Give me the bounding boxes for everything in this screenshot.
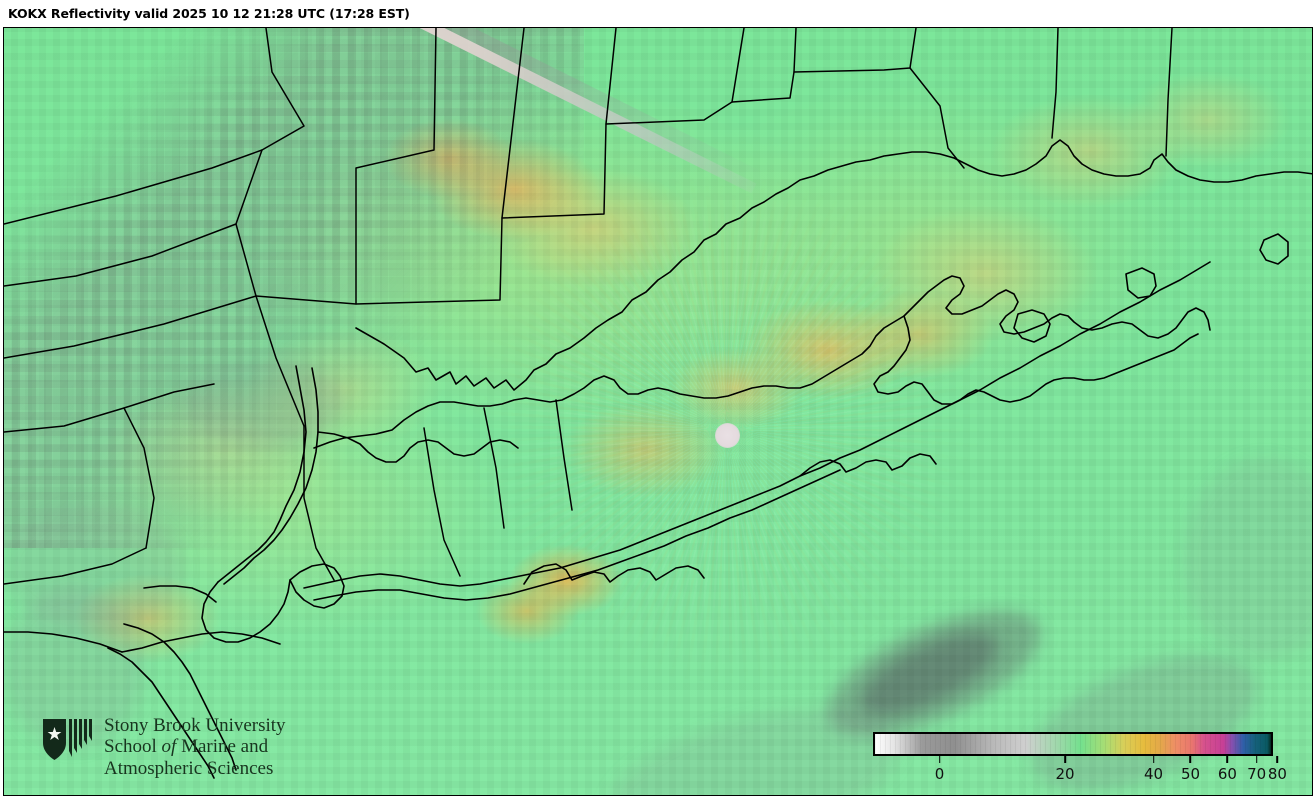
page-title: KOKX Reflectivity valid 2025 10 12 21:28…: [8, 5, 410, 21]
colorbar-tick: [1226, 756, 1229, 763]
logo-line-3: Atmospheric Sciences: [104, 757, 274, 779]
coastline-connecticut: [355, 139, 1312, 391]
colorbar-tick-label: 0: [934, 765, 945, 783]
colorbar-banding: [875, 734, 1271, 754]
colorbar-tick-labels: 0 20 40 50 60 70 80: [873, 765, 1287, 787]
reflectivity-field: [4, 28, 1312, 795]
colorbar-tick-label: 50: [1180, 765, 1201, 783]
colorbar-tick-label: 20: [1055, 765, 1075, 783]
radar-map[interactable]: Stony Brook University School of Marine …: [3, 27, 1313, 796]
title-bar: KOKX Reflectivity valid 2025 10 12 21:28…: [0, 0, 1316, 26]
colorbar-tick-label: 70: [1247, 765, 1267, 783]
coastline-long-island: [303, 233, 1289, 601]
stony-brook-shield-icon: [40, 717, 96, 769]
coastline-nyc-metro: [4, 365, 519, 779]
low-dbz-blob: [1184, 458, 1312, 658]
colorbar-tick: [1276, 756, 1279, 763]
radar-pixel-texture: [4, 28, 1312, 795]
colorbar-tick: [1064, 756, 1066, 763]
colorbar-tick: [1189, 756, 1192, 763]
colorbar-tick: [938, 756, 941, 763]
logo-text: Stony Brook University School of Marine …: [104, 715, 286, 780]
radial-beam-streaks: [4, 28, 1312, 795]
colorbar-tick-label: 80: [1267, 765, 1287, 783]
logo-line-2-post: Marine and: [176, 736, 269, 757]
colorbar-tick: [1255, 756, 1258, 763]
colorbar-tick: [1152, 756, 1155, 763]
colorbar-tick-label: 40: [1143, 765, 1164, 783]
colorbar-bar: [873, 732, 1273, 756]
logo-line-2: School of Marine and: [104, 736, 286, 758]
logo-line-2-pre: School: [104, 736, 162, 757]
logo-line-2-em: of: [161, 736, 177, 757]
colorbar-tick-label: 60: [1217, 765, 1237, 783]
colorbar-ticks: [873, 756, 1279, 765]
reflectivity-colorbar[interactable]: 0 20 40 50 60 70 80: [873, 732, 1287, 787]
coverage-edge-fringe: [4, 28, 584, 548]
logo-line-1: Stony Brook University: [104, 714, 286, 736]
stony-brook-logo: Stony Brook University School of Marine …: [40, 715, 286, 780]
state-county-borders: [4, 28, 1173, 585]
map-vector-overlay: [4, 28, 1312, 795]
colorbar-gradient: [875, 734, 1271, 754]
radar-site-marker: [715, 423, 740, 448]
